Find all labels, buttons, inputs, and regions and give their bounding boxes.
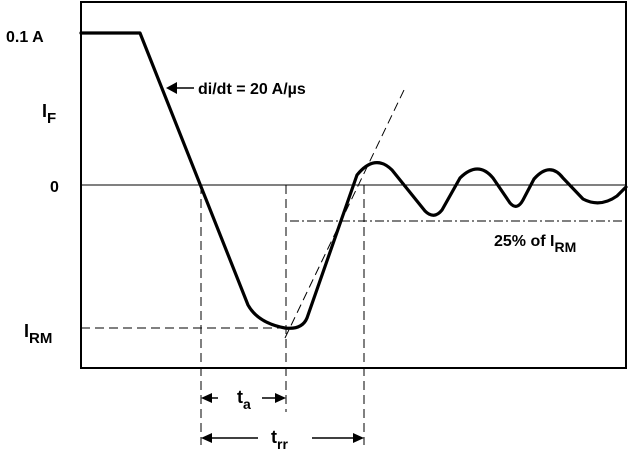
label-top-current: 0.1 A: [6, 29, 44, 46]
ta-arrow-left-head: [201, 393, 212, 403]
ta-arrow-right-head: [275, 393, 286, 403]
trr-arrow-left-head: [201, 433, 212, 443]
didt-arrow-head: [166, 82, 177, 94]
label-zero: 0: [50, 179, 59, 196]
label-if: IF: [42, 101, 56, 127]
label-irm: IRM: [24, 321, 52, 347]
label-trr: trr: [271, 427, 288, 451]
current-waveform: [79, 31, 628, 330]
label-ta: ta: [237, 387, 251, 412]
label-quarter-irm: 25% of IRM: [494, 233, 576, 255]
trr-arrow-right-head: [353, 433, 364, 443]
slope-tangent-line: [284, 89, 405, 339]
label-didt: di/dt = 20 A/µs: [198, 81, 306, 98]
